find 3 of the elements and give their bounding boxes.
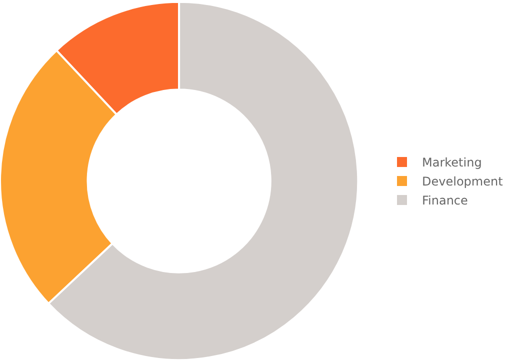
legend-label: Development	[422, 174, 504, 189]
legend-label: Finance	[422, 194, 468, 208]
legend-label: Marketing	[422, 156, 482, 170]
